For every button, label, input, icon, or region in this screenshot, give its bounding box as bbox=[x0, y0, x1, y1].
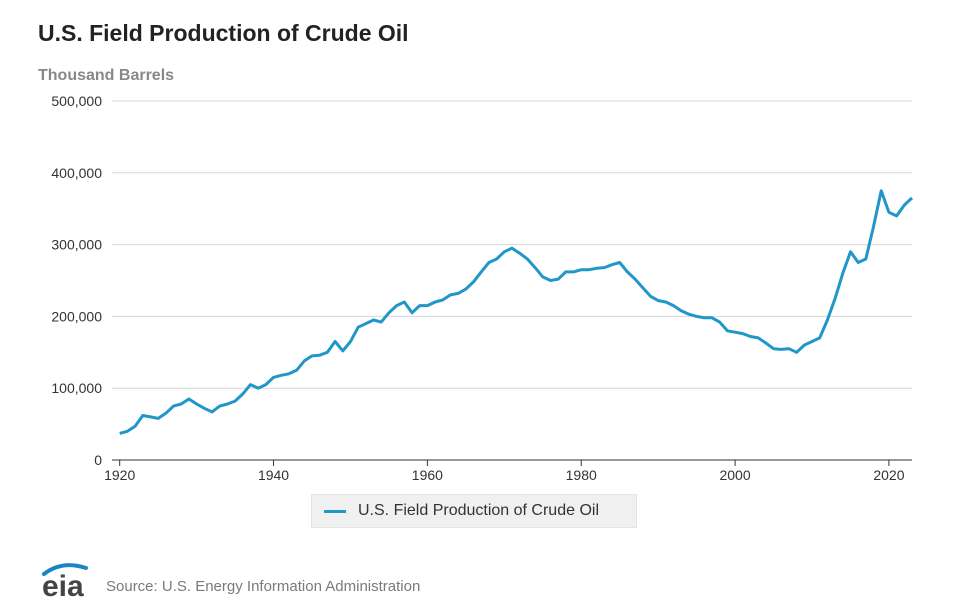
x-tick-label: 1980 bbox=[566, 467, 597, 483]
eia-logo-text: eia bbox=[42, 570, 84, 602]
y-tick-label: 400,000 bbox=[51, 165, 102, 181]
y-tick-label: 300,000 bbox=[51, 237, 102, 253]
chart-title: U.S. Field Production of Crude Oil bbox=[38, 20, 409, 46]
y-tick-label: 100,000 bbox=[51, 380, 102, 396]
grid-layer bbox=[112, 100, 912, 389]
series-layer bbox=[119, 189, 914, 435]
x-tick-label: 2000 bbox=[719, 467, 750, 483]
x-tick-label: 1940 bbox=[258, 467, 289, 483]
y-tick-label: 500,000 bbox=[51, 93, 102, 109]
line-chart: 0 100,000 200,000 300,000 400,000 500,000 1920… bbox=[51, 93, 914, 483]
x-tick-label: 2020 bbox=[873, 467, 904, 483]
legend-swatch bbox=[324, 509, 346, 513]
source-note: Source: U.S. Energy Information Administ… bbox=[106, 578, 421, 595]
axis-layer: 0 100,000 200,000 300,000 400,000 500,000 1920… bbox=[51, 93, 912, 483]
y-tick-label: 0 bbox=[94, 452, 102, 468]
legend-label: U.S. Field Production of Crude Oil bbox=[358, 502, 599, 519]
series-line-crude-oil-production[interactable] bbox=[119, 189, 914, 435]
y-tick-label: 200,000 bbox=[51, 308, 102, 324]
y-axis-unit-label: Thousand Barrels bbox=[38, 67, 175, 84]
eia-logo: eia bbox=[42, 563, 88, 602]
x-tick-label: 1920 bbox=[104, 467, 135, 483]
legend[interactable]: U.S. Field Production of Crude Oil bbox=[311, 494, 637, 528]
x-tick-label: 1960 bbox=[412, 467, 443, 483]
